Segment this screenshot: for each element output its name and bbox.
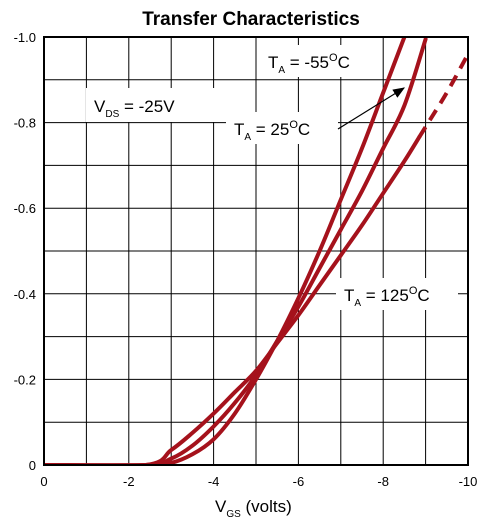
x-tick-label: -10 [459,474,478,489]
vds-annotation: VDS = -25V [86,88,216,122]
ta-125-annotation: TA = 125OC [336,278,458,310]
y-tick-label: 0 [29,458,36,473]
x-tick-label: -2 [123,474,135,489]
y-tick-label: -1.0 [14,30,36,45]
x-tick-labels: 0 -2 -4 -6 -8 -10 [40,474,477,489]
ta-25-arrow [337,87,406,130]
x-tick-label: -6 [293,474,305,489]
ta-25-annotation: TA = 25OC [226,87,406,144]
y-tick-label: -0.6 [14,201,36,216]
chart-title: Transfer Characteristics [142,9,360,30]
series-lines [44,37,468,465]
plot-frame [43,36,469,466]
ta-minus55-annotation: TA = -55OC [262,45,380,77]
y-tick-label: -0.2 [14,372,36,387]
svg-text:TA = 25OC: TA = 25OC [234,119,310,143]
svg-text:VDS = -25V: VDS = -25V [94,97,175,120]
x-axis-label: VGS (volts) [215,497,292,520]
svg-text:TA = -55OC: TA = -55OC [268,52,350,76]
y-tick-label: -0.8 [14,116,36,131]
x-tick-label: 0 [40,474,47,489]
series-line-2-extrapolated [417,53,468,139]
x-tick-label: -4 [208,474,220,489]
x-tick-label: -8 [377,474,389,489]
y-tick-label: -0.4 [14,287,36,302]
y-tick-labels: 0 -0.2 -0.4 -0.6 -0.8 -1.0 [14,30,36,473]
svg-text:TA = 125OC: TA = 125OC [344,285,430,309]
series-line-2 [44,135,422,465]
